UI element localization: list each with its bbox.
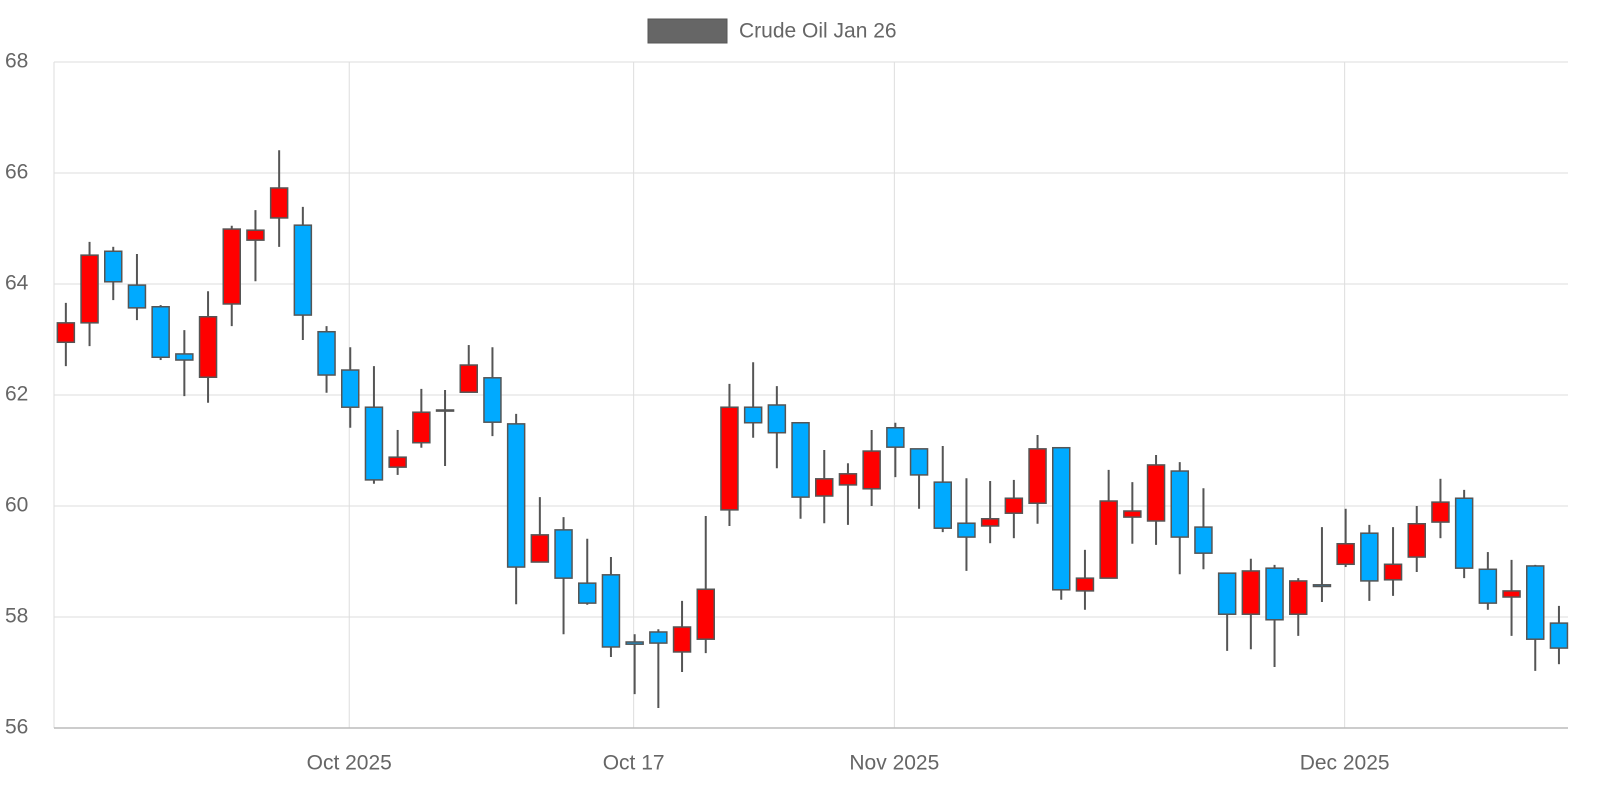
candle-body bbox=[1526, 565, 1545, 640]
candle-body bbox=[459, 364, 478, 393]
y-tick-label: 66 bbox=[5, 161, 28, 184]
x-tick-label: Dec 2025 bbox=[1300, 752, 1390, 775]
candle-body bbox=[56, 322, 76, 344]
candle-body bbox=[578, 582, 597, 604]
candle-body bbox=[246, 229, 265, 241]
y-tick-label: 64 bbox=[5, 272, 29, 295]
candle-body bbox=[862, 450, 881, 490]
candle-body bbox=[1099, 500, 1118, 579]
candle-body bbox=[909, 448, 929, 476]
y-tick-label: 62 bbox=[5, 383, 28, 406]
candle-body bbox=[1360, 532, 1379, 582]
candle-body bbox=[1241, 570, 1261, 615]
x-tick-label: Oct 17 bbox=[603, 752, 665, 775]
candle-body bbox=[222, 228, 241, 305]
candle-body bbox=[1431, 501, 1450, 523]
candle-body bbox=[720, 406, 739, 511]
y-tick-label: 60 bbox=[5, 494, 28, 517]
candle-body bbox=[412, 411, 431, 444]
candle-body bbox=[1478, 568, 1498, 604]
candle-body bbox=[80, 254, 99, 324]
candle-body bbox=[1052, 446, 1071, 591]
candle-body bbox=[696, 588, 715, 640]
candle-body bbox=[483, 377, 502, 423]
candle-body bbox=[957, 522, 976, 538]
candle-body bbox=[1502, 590, 1521, 598]
y-tick-label: 58 bbox=[5, 605, 28, 628]
candle-body bbox=[1194, 526, 1213, 554]
candle-body bbox=[435, 409, 455, 412]
candle-body bbox=[1265, 567, 1284, 621]
candle-body bbox=[198, 315, 218, 378]
candle-body bbox=[388, 456, 407, 468]
candle-body bbox=[104, 250, 123, 283]
candle-body bbox=[1549, 622, 1569, 649]
x-tick-label: Nov 2025 bbox=[849, 752, 939, 775]
candle-body bbox=[1123, 510, 1142, 518]
candle-body bbox=[175, 353, 194, 361]
candle-body bbox=[506, 423, 526, 568]
candle-body bbox=[269, 187, 289, 219]
legend-label: Crude Oil Jan 26 bbox=[739, 20, 897, 43]
x-tick-label: Oct 2025 bbox=[307, 752, 392, 775]
candle-body bbox=[364, 406, 384, 481]
legend-swatch bbox=[647, 18, 728, 44]
candle-body bbox=[1004, 497, 1024, 514]
candle-body bbox=[1217, 572, 1237, 615]
candle-body bbox=[743, 406, 763, 424]
candle-body bbox=[1454, 497, 1474, 569]
y-tick-label: 56 bbox=[5, 716, 28, 739]
candle-body bbox=[554, 529, 573, 579]
candle-body bbox=[625, 641, 644, 645]
candle-body bbox=[649, 631, 668, 644]
candle-body bbox=[933, 481, 952, 529]
candle-body bbox=[151, 306, 170, 359]
candle-body bbox=[1146, 464, 1166, 522]
y-tick-label: 68 bbox=[5, 50, 28, 73]
candle-body bbox=[767, 404, 787, 434]
candle-body bbox=[980, 518, 1000, 527]
candle-body bbox=[317, 330, 336, 376]
candle-body bbox=[1407, 523, 1426, 558]
candle-body bbox=[838, 473, 858, 486]
candle-body bbox=[1383, 563, 1403, 581]
candle-body bbox=[293, 224, 313, 316]
candle-body bbox=[1075, 577, 1095, 592]
candle-body bbox=[127, 284, 147, 309]
candle-body bbox=[1289, 580, 1308, 615]
candle-body bbox=[1312, 584, 1332, 588]
candle-body bbox=[1170, 470, 1189, 538]
candle-body bbox=[530, 534, 550, 563]
candle-body bbox=[341, 369, 360, 408]
candle-body bbox=[886, 426, 905, 448]
candle-body bbox=[1028, 448, 1047, 504]
candle-body bbox=[1336, 542, 1355, 566]
candle-body bbox=[791, 422, 810, 498]
candle-body bbox=[672, 626, 692, 653]
candle-body bbox=[815, 478, 834, 497]
candle-body bbox=[601, 574, 621, 648]
